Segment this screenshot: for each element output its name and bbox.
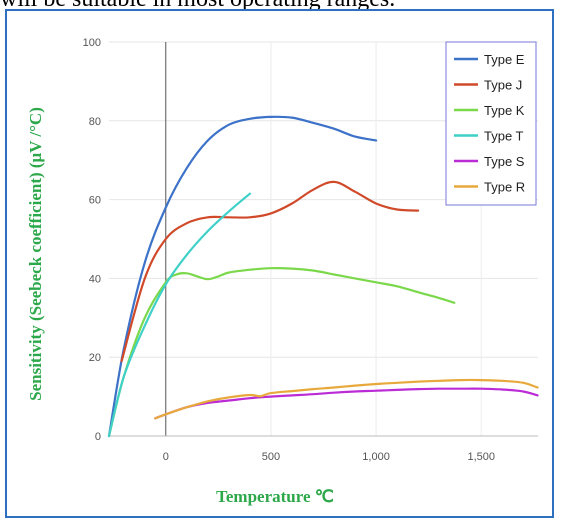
series-line-type-s bbox=[154, 387, 539, 420]
series-layer bbox=[107, 115, 539, 438]
series-line-type-e bbox=[107, 115, 378, 438]
legend-box bbox=[445, 41, 537, 206]
x-axis-label: Temperature ℃ bbox=[216, 487, 334, 506]
legend: Type E Type J Type K Type T Type S Type R bbox=[445, 41, 537, 206]
legend-label-type-j: Type J bbox=[484, 78, 522, 93]
y-tick-label: 40 bbox=[89, 273, 101, 285]
y-axis-label: Sensitivity (Seebeck coefficient) (μV /°… bbox=[26, 107, 45, 401]
legend-label-type-t: Type T bbox=[484, 129, 524, 144]
legend-label-type-r: Type R bbox=[484, 180, 525, 195]
x-tick-label: 500 bbox=[262, 451, 280, 463]
y-tick-label: 60 bbox=[89, 195, 101, 207]
y-tick-label: 20 bbox=[89, 352, 101, 364]
y-tick-label: 80 bbox=[89, 116, 101, 128]
axis-layer: 0 20 40 60 80 100 0 500 1,000 1,500 bbox=[83, 37, 538, 463]
y-tick-label: 100 bbox=[83, 37, 101, 49]
legend-label-type-k: Type K bbox=[484, 103, 525, 118]
series-line-type-t bbox=[107, 192, 251, 438]
series-line-type-r bbox=[154, 378, 539, 420]
x-tick-label: 1,500 bbox=[467, 451, 495, 463]
x-tick-label: 1,000 bbox=[362, 451, 390, 463]
legend-label-type-s: Type S bbox=[484, 154, 525, 169]
series-line-type-j bbox=[120, 180, 420, 363]
legend-label-type-e: Type E bbox=[484, 52, 525, 67]
y-tick-label: 0 bbox=[95, 431, 101, 443]
x-tick-label: 0 bbox=[163, 451, 169, 463]
